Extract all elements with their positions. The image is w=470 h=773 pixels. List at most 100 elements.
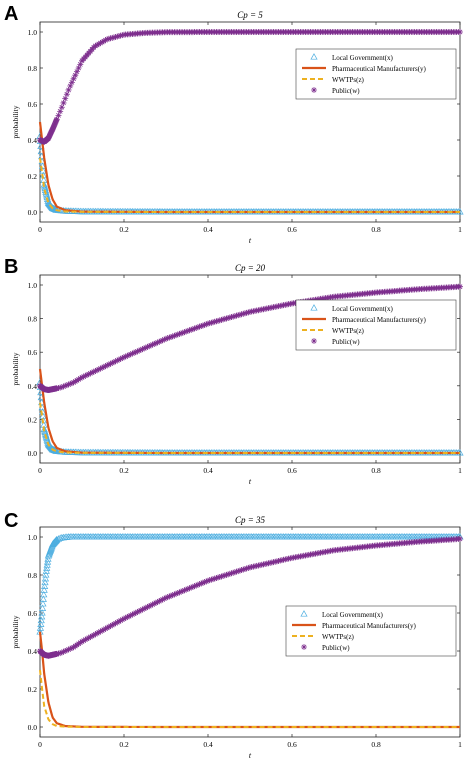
x-tick-label: 0.2 bbox=[119, 466, 129, 475]
series-marker bbox=[70, 379, 77, 386]
series-marker bbox=[89, 633, 96, 640]
series-marker bbox=[226, 570, 233, 577]
series-marker bbox=[196, 581, 203, 588]
series-marker bbox=[141, 605, 148, 612]
series-marker bbox=[137, 346, 144, 353]
series-marker bbox=[198, 580, 205, 587]
series-marker bbox=[77, 61, 84, 68]
series-marker bbox=[199, 579, 206, 586]
series-marker bbox=[95, 41, 102, 47]
series-marker bbox=[206, 320, 213, 327]
series-marker bbox=[238, 311, 245, 318]
series-marker bbox=[107, 360, 114, 367]
series-marker bbox=[191, 583, 198, 590]
series-marker bbox=[99, 39, 106, 46]
series-marker bbox=[115, 356, 122, 363]
series-marker bbox=[84, 371, 91, 378]
series-marker bbox=[112, 358, 119, 365]
series-marker bbox=[60, 383, 67, 390]
legend-swatch-marker bbox=[310, 304, 318, 311]
series-marker bbox=[215, 317, 222, 324]
series-marker bbox=[457, 283, 463, 290]
x-tick-label: 0.6 bbox=[287, 466, 297, 475]
series-marker bbox=[84, 635, 91, 642]
series-3 bbox=[39, 157, 460, 213]
series-marker bbox=[137, 607, 144, 614]
series-3 bbox=[39, 669, 460, 728]
series-marker bbox=[221, 572, 228, 579]
series-marker bbox=[92, 631, 99, 638]
legend-entry-2: Pharmaceutical Manufacturers(y) bbox=[332, 316, 427, 324]
series-marker bbox=[114, 357, 121, 364]
series-2 bbox=[38, 121, 460, 214]
series-marker bbox=[169, 592, 176, 599]
series-4 bbox=[37, 283, 463, 393]
series-marker bbox=[50, 123, 57, 130]
series-marker bbox=[121, 615, 127, 622]
series-marker bbox=[112, 620, 119, 627]
series-marker bbox=[152, 599, 159, 606]
series-marker bbox=[147, 602, 154, 609]
series-marker bbox=[238, 567, 245, 574]
series-marker bbox=[105, 623, 112, 630]
series-marker bbox=[211, 318, 218, 325]
series-marker bbox=[52, 120, 59, 127]
series-marker bbox=[245, 564, 252, 571]
series-marker bbox=[171, 332, 178, 339]
series-4 bbox=[37, 29, 463, 145]
series-marker bbox=[201, 321, 208, 328]
y-tick-label: 0.6 bbox=[28, 348, 38, 357]
series-marker bbox=[181, 587, 188, 594]
legend-swatch-marker bbox=[310, 53, 318, 60]
series-marker bbox=[65, 86, 72, 93]
series-marker bbox=[97, 365, 104, 372]
series-4 bbox=[37, 535, 463, 659]
series-marker bbox=[194, 581, 201, 588]
y-tick-label: 0.4 bbox=[28, 647, 38, 656]
series-marker bbox=[169, 333, 176, 340]
series-marker bbox=[156, 338, 163, 345]
x-axis-label: t bbox=[249, 236, 252, 245]
series-marker bbox=[87, 370, 94, 377]
series-marker bbox=[225, 571, 232, 578]
series-line bbox=[39, 669, 460, 728]
series-marker bbox=[198, 323, 205, 330]
series-marker bbox=[114, 33, 121, 40]
x-tick-label: 1 bbox=[458, 740, 462, 749]
series-marker bbox=[68, 79, 75, 86]
series-marker bbox=[134, 348, 141, 355]
series-marker bbox=[154, 598, 161, 605]
series-marker bbox=[39, 595, 47, 602]
series-marker bbox=[114, 619, 121, 626]
series-marker bbox=[205, 577, 211, 584]
legend-box bbox=[295, 299, 457, 351]
series-marker bbox=[139, 346, 146, 353]
series-marker bbox=[100, 38, 107, 45]
series-marker bbox=[235, 312, 242, 319]
series-marker bbox=[42, 433, 50, 440]
series-marker bbox=[79, 374, 85, 381]
y-tick-label: 0.2 bbox=[28, 685, 38, 694]
series-marker bbox=[97, 628, 104, 635]
series-marker bbox=[203, 321, 210, 328]
legend-entry-4: Public(w) bbox=[322, 644, 350, 652]
series-line bbox=[38, 368, 460, 455]
series-marker bbox=[457, 535, 463, 542]
legend: Local Government(x) Pharmaceutical Manufa… bbox=[295, 48, 457, 100]
y-tick-label: 0.8 bbox=[28, 315, 38, 324]
series-marker bbox=[126, 352, 133, 359]
series-marker bbox=[147, 342, 154, 349]
legend-entry-2: Pharmaceutical Manufacturers(y) bbox=[322, 622, 417, 630]
panel-letter: C bbox=[4, 510, 18, 532]
series-marker bbox=[166, 593, 173, 600]
y-tick-label: 0.8 bbox=[28, 571, 38, 580]
x-tick-label: 0.6 bbox=[287, 225, 297, 234]
series-marker bbox=[58, 384, 65, 391]
series-marker bbox=[58, 649, 65, 656]
series-marker bbox=[208, 319, 215, 326]
series-marker bbox=[146, 603, 153, 610]
series-marker bbox=[216, 573, 223, 580]
series-marker bbox=[144, 343, 151, 350]
y-tick-label: 0.4 bbox=[28, 136, 38, 145]
y-axis-label: probability bbox=[11, 105, 20, 138]
